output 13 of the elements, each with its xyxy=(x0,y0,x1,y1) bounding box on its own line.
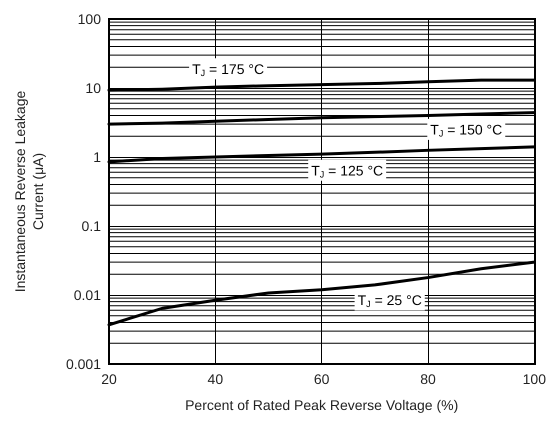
y-tick-label: 10 xyxy=(85,80,102,96)
y-tick-label: 1 xyxy=(93,149,102,165)
x-tick-label: 20 xyxy=(101,371,117,387)
y-axis-title: Instantaneous Reverse Leakage Current (μA) xyxy=(12,90,46,292)
x-tick-label: 80 xyxy=(420,371,436,387)
y-tick-label: 100 xyxy=(78,11,102,27)
y-tick-label: 0.01 xyxy=(74,287,102,303)
x-tick-label: 100 xyxy=(522,371,546,387)
y-tick-label: 0.001 xyxy=(66,356,102,372)
x-tick-label: 40 xyxy=(208,371,224,387)
y-tick-label: 0.1 xyxy=(82,218,102,234)
x-axis-title: Percent of Rated Peak Reverse Voltage (%) xyxy=(185,397,458,413)
x-tick-label: 60 xyxy=(314,371,330,387)
